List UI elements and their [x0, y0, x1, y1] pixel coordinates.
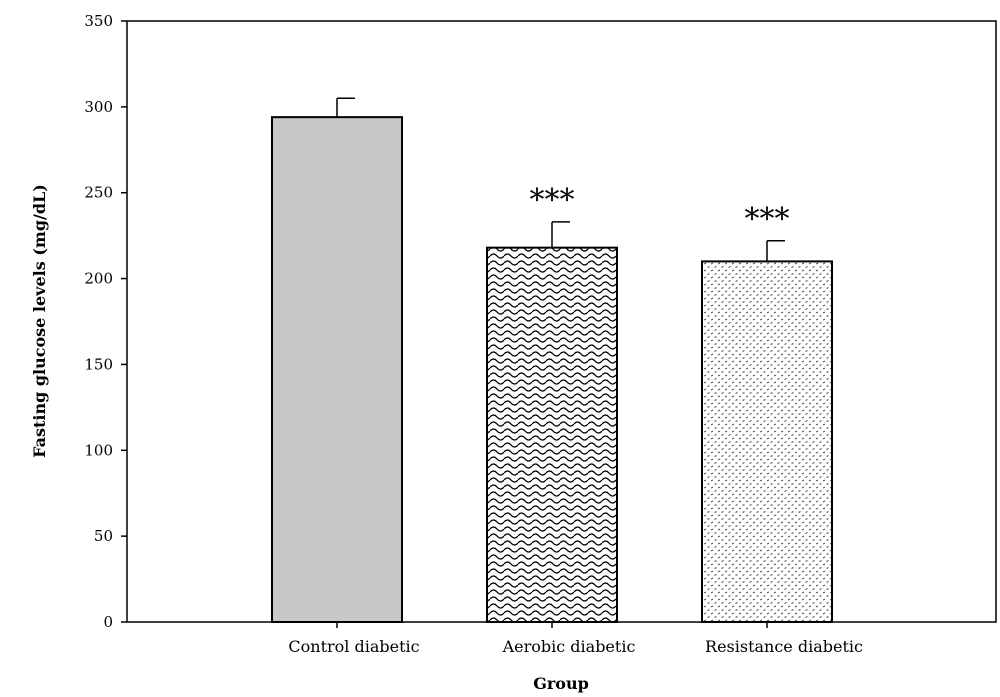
y-tick-label: 150 — [84, 355, 113, 373]
y-tick-label: 200 — [84, 270, 113, 288]
bar-control-diabetic — [271, 116, 403, 623]
y-tick-label: 350 — [84, 12, 113, 30]
x-tick-label: Aerobic diabetic — [502, 637, 636, 656]
y-tick-label: 0 — [103, 613, 113, 631]
significance-label: *** — [745, 202, 790, 237]
y-tick-label: 250 — [84, 184, 113, 202]
y-tick-label: 100 — [84, 441, 113, 459]
bar-resistance-diabetic — [701, 260, 833, 623]
y-tick-label: 50 — [94, 527, 113, 545]
y-axis-title: Fasting glucose levels (mg/dL) — [30, 184, 49, 458]
bar-aerobic-diabetic — [486, 246, 618, 623]
x-axis-title: Group — [533, 674, 589, 693]
significance-label: *** — [530, 183, 575, 218]
y-tick-label: 300 — [84, 98, 113, 116]
x-tick-label: Control diabetic — [288, 637, 419, 656]
x-tick-label: Resistance diabetic — [705, 637, 863, 656]
